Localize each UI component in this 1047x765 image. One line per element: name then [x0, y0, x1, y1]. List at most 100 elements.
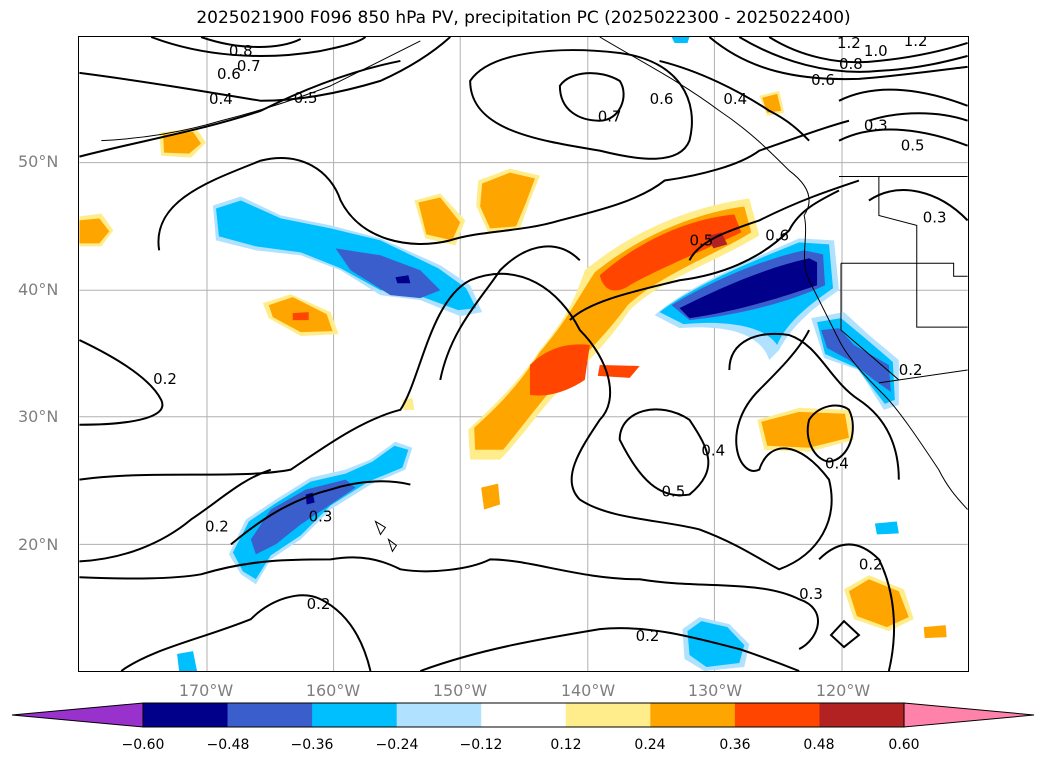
- lon-label-150w: 150°W: [432, 681, 488, 700]
- contour-label: 1.0: [864, 42, 888, 60]
- colorbar-segment: [227, 703, 313, 727]
- contour-label: 0.2: [899, 361, 923, 379]
- contour-line: [818, 543, 896, 671]
- contour-label: 0.2: [859, 555, 883, 573]
- precip-negative-blob-small1: [177, 651, 198, 671]
- lon-label-140w: 140°W: [560, 681, 616, 700]
- colorbar-tick-label: 0.12: [550, 737, 582, 753]
- lat-label-30n: 30°N: [18, 407, 59, 426]
- contour-label: 0.7: [598, 108, 622, 126]
- contour-line: [569, 189, 840, 321]
- colorbar-segment: [734, 703, 820, 727]
- coastlines: [101, 37, 968, 553]
- map-canvas: 0.8 0.6 0.7 0.4 0.5 0.7 0.6 0.4 1.2 1.0 …: [79, 37, 968, 671]
- colorbar-tick-label: −0.60: [121, 737, 165, 753]
- precip-positive-strong-north: [599, 214, 742, 291]
- coastline-west-coast: [599, 37, 968, 510]
- precip-negative-blob-small3: [671, 37, 690, 43]
- contour-labels: 0.8 0.6 0.7 0.4 0.5 0.7 0.6 0.4 1.2 1.0 …: [153, 37, 946, 645]
- contour-label: 0.4: [209, 90, 233, 108]
- colorbar-tick-label: 0.48: [803, 737, 835, 753]
- precip-negative-nw-mid: [335, 248, 441, 299]
- border-mexico: [878, 369, 968, 384]
- contour-line: [419, 627, 800, 671]
- precip-positive-blob-small1: [481, 483, 501, 510]
- contour-label: 0.3: [799, 585, 823, 603]
- colorbar-segment: [565, 703, 651, 727]
- contour-line: [79, 468, 272, 563]
- colorbar-tick-label: 0.24: [634, 737, 666, 753]
- contour-label: 0.2: [205, 517, 229, 535]
- precip-shading: [79, 37, 947, 671]
- contour-label: 1.2: [837, 37, 861, 52]
- colorbar-tick-label: −0.24: [375, 737, 419, 753]
- precip-positive-blob-ne1-core: [418, 197, 461, 241]
- contour-label: 0.2: [153, 370, 177, 388]
- contour-label: 0.6: [811, 71, 835, 89]
- precip-positive-blob-w-core: [79, 218, 110, 244]
- border-state-4: [840, 263, 900, 381]
- precip-positive-blob-ne3-core: [762, 93, 782, 113]
- colorbar-segments: [11, 702, 1035, 728]
- coastline-hawaii: [374, 520, 398, 553]
- contour-line: [868, 112, 968, 122]
- contour-line: [79, 59, 401, 158]
- lat-label-50n: 50°N: [18, 152, 59, 171]
- colorbar-extend-max: [903, 702, 1035, 728]
- precip-positive-blob-mid-red: [292, 312, 309, 321]
- border-state-1: [878, 176, 918, 266]
- contour-line: [728, 332, 900, 480]
- colorbar-tick-label: 0.60: [888, 737, 920, 753]
- colorbar-segment: [396, 703, 482, 727]
- contour-line: [157, 119, 850, 251]
- contour-line: [688, 179, 860, 261]
- contour-line: [768, 37, 968, 64]
- lon-label-160w: 160°W: [305, 681, 361, 700]
- contour-label: 0.3: [864, 117, 888, 135]
- lon-label-170w: 170°W: [178, 681, 234, 700]
- contour-line: [79, 37, 451, 102]
- colorbar-segment: [819, 703, 905, 727]
- contour-line: [120, 594, 372, 671]
- precip-negative-nw-core: [395, 275, 411, 284]
- contour-label: 0.5: [294, 89, 318, 107]
- contour-line: [618, 408, 710, 497]
- lat-label-20n: 20°N: [18, 535, 59, 554]
- contour-label: 0.3: [923, 208, 947, 226]
- contour-line: [79, 272, 833, 571]
- colorbar-tick-label: −0.48: [206, 737, 250, 753]
- contour-line: [838, 88, 968, 107]
- contour-label: 0.5: [689, 231, 713, 249]
- precip-positive-blob-east-core: [761, 411, 849, 448]
- contour-line: [659, 59, 810, 142]
- colorbar-tick-label: −0.36: [290, 737, 334, 753]
- colorbar-segment: [143, 703, 229, 727]
- map-title: 2025021900 F096 850 hPa PV, precipitatio…: [196, 8, 851, 28]
- precip-negative-sw-mid: [250, 479, 356, 555]
- contour-line: [79, 556, 819, 650]
- precip-positive-blob-nw-core: [163, 131, 202, 154]
- colorbar-extend-min: [11, 702, 144, 728]
- pv-contours: [79, 37, 968, 671]
- contour-label: 0.6: [650, 90, 674, 108]
- contour-line: [150, 37, 367, 57]
- coastline-alaska: [101, 40, 421, 142]
- contour-label: 0.4: [723, 90, 747, 108]
- contour-line: [738, 37, 968, 73]
- contour-line: [829, 619, 861, 649]
- contour-line: [868, 189, 968, 222]
- contour-label: 0.5: [662, 483, 686, 501]
- precip-positive-strong-south: [529, 344, 590, 396]
- contour-line: [838, 128, 968, 147]
- precip-negative-sw: [232, 445, 409, 580]
- contour-line: [230, 480, 411, 546]
- lon-label-130w: 130°W: [687, 681, 743, 700]
- contour-line: [439, 245, 581, 381]
- contour-label: 0.2: [307, 595, 331, 613]
- lon-label-120w: 120°W: [815, 681, 871, 700]
- contour-label: 0.5: [901, 137, 925, 155]
- precip-negative-coast-mid: [821, 328, 891, 392]
- contour-label: 1.2: [904, 37, 928, 50]
- colorbar-segment: [481, 703, 567, 727]
- border-state-3: [916, 265, 968, 328]
